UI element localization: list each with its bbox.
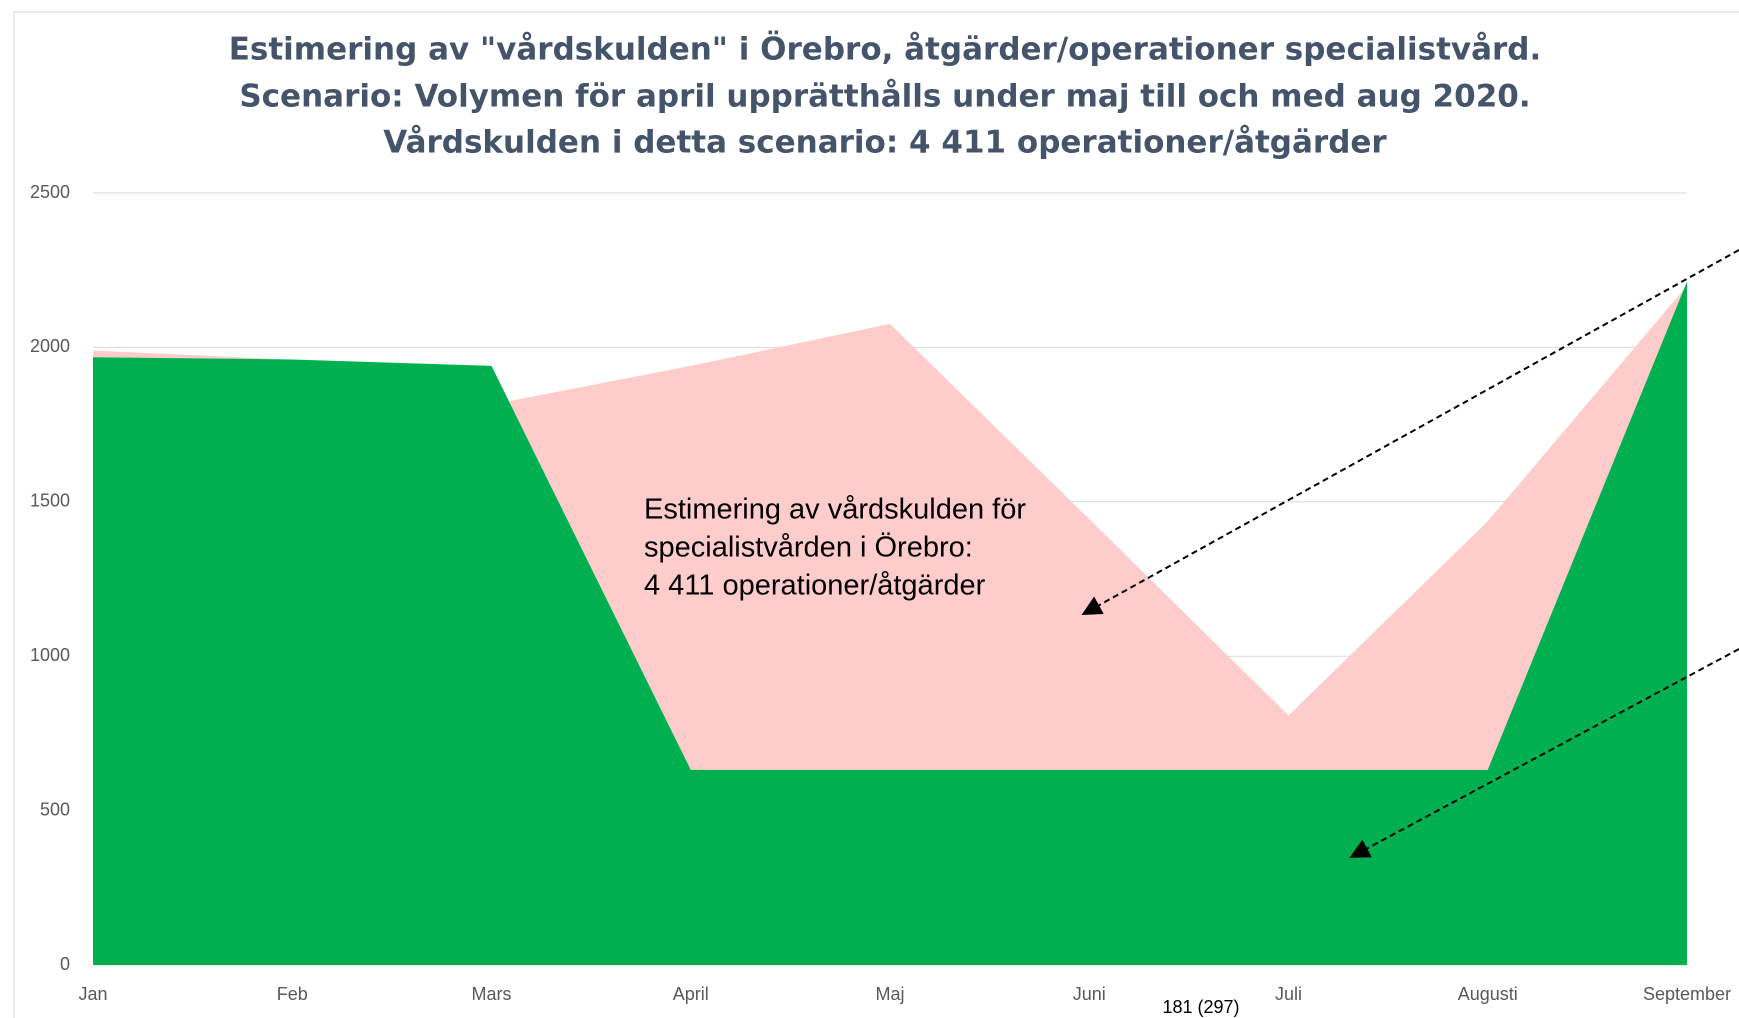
area [93, 281, 1687, 965]
y-tick-label: 500 [40, 799, 70, 819]
x-tick-label: Juli [1275, 984, 1302, 1004]
x-tick-label: Juni [1073, 984, 1106, 1004]
y-tick-label: 0 [60, 954, 70, 974]
y-tick-label: 2000 [30, 336, 70, 356]
arrow [1081, 249, 1739, 615]
x-tick-label: April [673, 984, 709, 1004]
y-tick-label: 1000 [30, 645, 70, 665]
annotation: 4 411 operationer/åtgärder [644, 570, 986, 602]
annotation: Estimering av vårdskulden för [644, 494, 1026, 526]
chart-title: Estimering av "vårdskulden" i Örebro, åt… [229, 31, 1542, 68]
chart-title: Scenario: Volymen för april upprätthålls… [239, 79, 1530, 115]
footer: 181 (297) [1162, 997, 1239, 1017]
x-tick-label: September [1643, 984, 1731, 1004]
annotation: specialistvården i Örebro: [644, 532, 973, 564]
x-tick-label: Jan [78, 984, 107, 1004]
y-tick-label: 2500 [30, 182, 70, 202]
arrow [1349, 648, 1739, 858]
chart-title: Vårdskulden i detta scenario: 4 411 oper… [383, 125, 1387, 161]
y-tick-label: 1500 [30, 491, 70, 511]
x-tick-label: Augusti [1458, 984, 1518, 1004]
x-tick-label: Feb [277, 984, 308, 1004]
x-tick-label: Mars [472, 984, 512, 1004]
x-tick-label: Maj [875, 984, 904, 1004]
chart-frame [13, 11, 1739, 1018]
